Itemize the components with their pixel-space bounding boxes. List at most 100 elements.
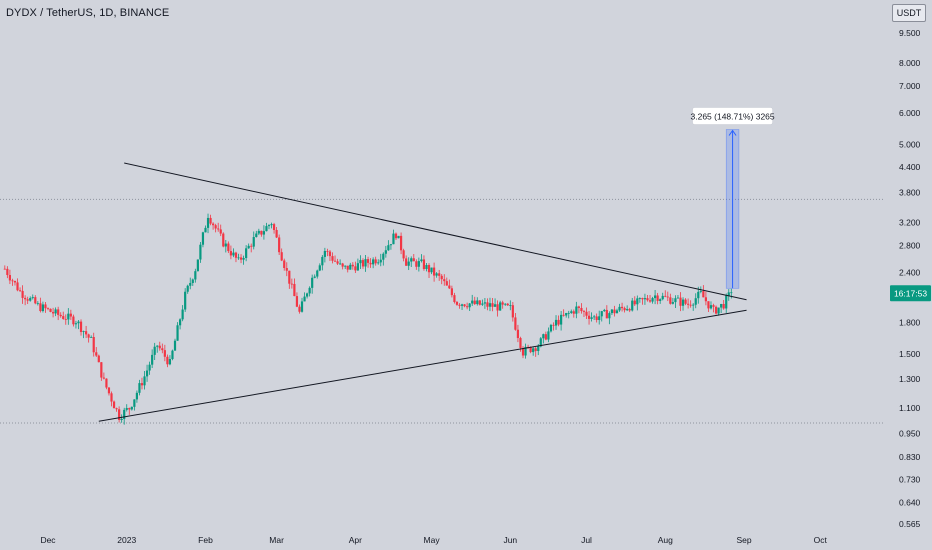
candle-body [570,311,573,313]
candle-body [31,297,34,299]
candle-body [59,314,62,317]
candle-body [669,297,672,304]
candle-body [585,311,588,316]
candle-body [509,305,512,307]
y-tick-label: 7.000 [899,81,921,91]
candle [143,370,146,390]
candle-body [598,316,601,321]
candle-body [171,350,174,360]
candle-body [443,279,446,282]
candle-body [433,267,436,276]
candle [250,243,253,253]
candle-body [369,262,372,265]
candle-body [39,303,42,312]
candle [717,307,720,316]
trendlines[interactable] [98,162,747,422]
candle-body [166,356,169,365]
candle-body [481,303,484,305]
candle-body [270,224,273,226]
candle-body [511,305,514,318]
candle [336,258,339,265]
candle-body [24,297,27,300]
candle-body [702,291,705,298]
candle-body [643,298,647,300]
candle [130,406,133,411]
currency-button[interactable]: USDT [892,4,926,22]
descending-resistance-trendline[interactable] [124,162,747,301]
candle [316,269,319,279]
candle-body [156,345,159,347]
candle-body [158,345,161,349]
candle [633,296,636,306]
candle-body [90,336,93,338]
candle [166,354,169,368]
candle-body [430,267,433,273]
candle [145,364,149,382]
candle-body [361,260,365,267]
candle [725,293,728,313]
candle-body [120,418,123,420]
candle-body [676,297,680,299]
candle [227,241,230,254]
candle [440,274,443,285]
candle [247,243,250,249]
candle [509,300,512,311]
candle [151,349,154,369]
candle [344,265,347,270]
candle [689,300,692,308]
candle [580,303,583,314]
candle-body [118,409,121,420]
candle [239,254,243,264]
candle [544,331,547,341]
candle [443,274,446,286]
candle [199,241,202,263]
candle-body [308,287,311,294]
candle-body [87,334,90,338]
candle-body [415,261,418,267]
candle-body [687,303,690,305]
candle-body [3,268,6,270]
candle-body [173,340,177,351]
candle [21,285,24,304]
candle [92,332,95,357]
ascending-support-trendline[interactable] [98,309,747,422]
candle [623,306,626,313]
time-axis[interactable]: Dec 2023 Feb Mar Apr May Jun Jul Aug Sep Oct [40,535,827,545]
candle [285,262,288,277]
candle-body [57,309,60,315]
candle-body [148,364,151,371]
candle [521,346,525,359]
candle [133,399,136,411]
candle-body [283,260,286,269]
candle [118,406,121,423]
candle [34,295,37,305]
candle-body [575,306,578,314]
candle [460,303,464,311]
projection-measure[interactable]: 3.265 (148.71%) 3265 [691,107,775,289]
candle-body [504,303,507,305]
candle [333,255,337,263]
price-axis[interactable]: 9.500 8.000 7.000 6.000 5.000 4.400 3.800 3.200… [899,28,921,529]
candle-body [407,261,410,266]
candle [331,252,334,264]
candle-body [178,319,182,326]
candle-body [6,268,9,276]
candle-body [105,378,108,388]
candle [69,309,72,320]
candle-body [692,304,695,306]
candle-body [331,256,334,261]
candle [39,297,42,313]
candle-body [18,290,22,292]
candle [608,311,611,325]
candle [105,378,108,390]
candle [300,297,304,313]
candle-body [476,300,479,305]
candle-body [521,347,525,356]
candle-body [720,303,723,308]
candle [412,254,415,262]
candle [595,313,598,323]
candle-body [435,273,438,276]
candle [714,305,718,315]
candle [128,407,131,415]
